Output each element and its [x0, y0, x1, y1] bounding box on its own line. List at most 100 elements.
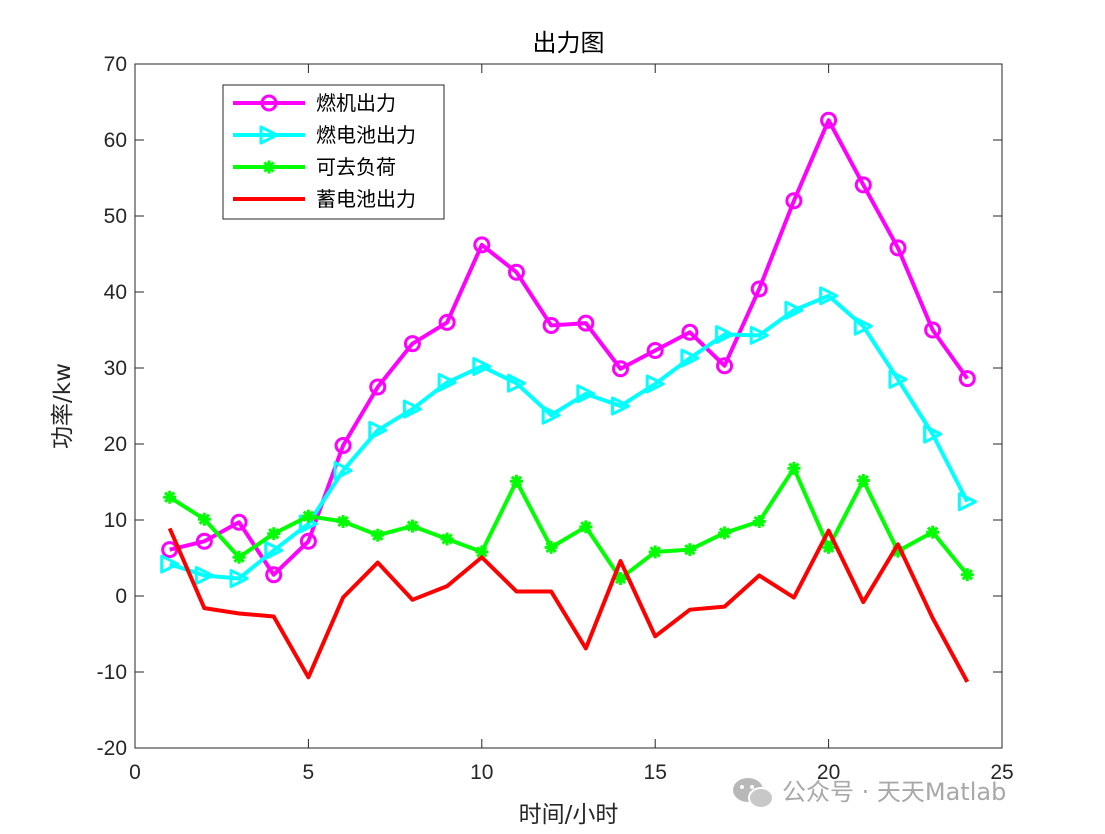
data-point [440, 532, 454, 546]
data-point [645, 374, 665, 394]
data-point [614, 572, 628, 586]
data-point [301, 509, 315, 523]
data-point [541, 405, 561, 425]
data-point [195, 532, 213, 550]
data-point [368, 420, 388, 440]
data-point [369, 378, 387, 396]
y-tick-label: 30 [104, 357, 127, 380]
data-point-stroke [580, 521, 592, 533]
data-point-stroke [684, 543, 696, 556]
data-point-stroke [406, 520, 419, 532]
y-tick-label: -20 [97, 737, 127, 760]
data-point [507, 263, 525, 281]
watermark: 公众号 · 天天Matlab [733, 778, 1006, 809]
data-point-stroke [198, 513, 211, 525]
data-point [683, 543, 697, 557]
data-point [163, 490, 177, 504]
x-tick-label: 10 [470, 761, 493, 784]
watermark-text: 公众号 · 天天Matlab [782, 778, 1006, 806]
x-tick-label: 25 [990, 761, 1013, 784]
data-point [611, 396, 631, 416]
legend-label: 燃机出力 [316, 91, 396, 115]
x-tick-label: 15 [644, 761, 667, 784]
data-point [197, 512, 211, 526]
data-point [718, 526, 732, 540]
data-point [960, 568, 974, 582]
plot-series [160, 111, 977, 683]
x-tick-label: 5 [303, 761, 315, 784]
data-point [194, 565, 214, 585]
series-2 [160, 286, 977, 589]
chart-title: 出力图 [533, 29, 605, 57]
data-point [749, 325, 769, 345]
data-point [924, 321, 942, 339]
data-point [820, 111, 838, 129]
y-tick-label: 10 [104, 509, 127, 532]
data-point [784, 300, 804, 320]
wechat-icon [733, 778, 774, 809]
data-point-stroke [233, 551, 245, 563]
data-point [333, 461, 353, 481]
data-point-stroke [510, 475, 523, 487]
series-line [169, 293, 970, 581]
data-point [403, 335, 421, 353]
data-point-stroke [268, 528, 280, 540]
data-point [336, 515, 350, 529]
data-point [438, 313, 456, 331]
data-point-stroke [718, 527, 731, 539]
data-point-stroke [302, 510, 315, 522]
series-line [168, 466, 969, 581]
data-point [856, 473, 870, 487]
data-point [509, 474, 523, 488]
legend-entry: 蓄电池出力 [233, 187, 416, 211]
data-point [544, 540, 558, 554]
data-point-stroke [545, 541, 557, 554]
data-point [334, 437, 352, 455]
x-axis-label: 时间/小时 [519, 802, 619, 828]
data-point [579, 520, 593, 534]
data-point [923, 424, 943, 444]
series-1 [161, 111, 976, 584]
legend-label: 燃电池出力 [316, 123, 416, 147]
data-point [715, 325, 735, 345]
data-point [473, 236, 491, 254]
data-point [472, 356, 492, 376]
legend-label: 可去负荷 [316, 155, 396, 179]
data-point [264, 540, 284, 560]
data-point [889, 239, 907, 257]
data-point [229, 569, 249, 589]
data-point [230, 513, 248, 531]
data-point-stroke [372, 529, 384, 541]
data-point [819, 286, 839, 306]
data-point-stroke [614, 572, 627, 585]
legend-entry: 燃机出力 [233, 91, 396, 115]
data-point [232, 550, 246, 564]
data-point [787, 461, 801, 475]
series-4 [167, 527, 970, 683]
y-tick-label: 20 [104, 433, 127, 456]
legend-box [222, 84, 445, 220]
data-point [259, 125, 279, 145]
data-point-stroke [822, 541, 835, 554]
data-point [161, 541, 179, 559]
data-point [265, 566, 283, 584]
data-point [262, 160, 276, 174]
data-point [822, 540, 836, 554]
data-point-stroke [263, 161, 275, 173]
data-point [577, 314, 595, 332]
data-point [648, 545, 662, 559]
data-point [752, 515, 766, 529]
data-point [680, 348, 700, 368]
data-point [853, 316, 873, 336]
data-point-stroke [788, 462, 800, 474]
y-tick-label: 60 [104, 129, 127, 152]
data-point [299, 532, 317, 550]
data-point [750, 280, 768, 298]
data-point [958, 370, 976, 388]
legend-entry: 可去负荷 [233, 155, 396, 179]
data-point [646, 342, 664, 360]
x-tick-label: 0 [129, 761, 141, 784]
